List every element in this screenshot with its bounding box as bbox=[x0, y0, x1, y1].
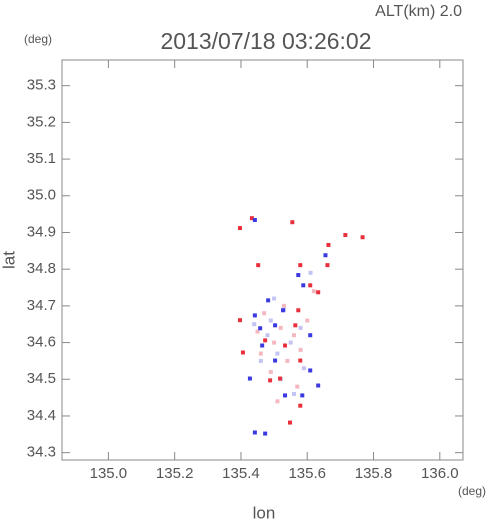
data-point bbox=[252, 430, 257, 435]
y-tick-label: 35.0 bbox=[27, 187, 56, 204]
data-point bbox=[293, 323, 298, 328]
data-point bbox=[288, 340, 293, 345]
data-point bbox=[275, 351, 280, 356]
y-tick-label: 34.8 bbox=[27, 260, 56, 277]
data-point bbox=[343, 233, 348, 238]
data-point bbox=[240, 350, 245, 355]
data-point bbox=[323, 253, 328, 258]
data-point bbox=[255, 329, 260, 334]
data-point bbox=[258, 326, 263, 331]
y-tick-label: 35.3 bbox=[27, 77, 56, 94]
data-point bbox=[247, 376, 252, 381]
data-point bbox=[268, 369, 273, 374]
data-point bbox=[266, 298, 271, 303]
data-point bbox=[298, 325, 303, 330]
data-point bbox=[262, 311, 267, 316]
data-point bbox=[326, 242, 331, 247]
x-axis-label: lon bbox=[253, 503, 276, 521]
data-point bbox=[296, 308, 301, 313]
data-point bbox=[283, 393, 288, 398]
plot-frame bbox=[61, 59, 464, 461]
data-point bbox=[296, 273, 301, 278]
x-unit: (deg) bbox=[458, 484, 486, 498]
y-tick-label: 35.2 bbox=[27, 113, 56, 130]
x-tick-label: 135.6 bbox=[288, 465, 326, 482]
data-point bbox=[316, 383, 321, 388]
data-point bbox=[288, 420, 293, 425]
data-point bbox=[295, 384, 300, 389]
x-tick-label: 135.0 bbox=[90, 465, 128, 482]
x-tick-label: 135.2 bbox=[156, 465, 194, 482]
y-tick-label: 34.5 bbox=[27, 370, 56, 387]
data-point bbox=[291, 333, 296, 338]
data-point bbox=[273, 358, 278, 363]
data-point bbox=[268, 378, 273, 383]
y-tick-label: 34.6 bbox=[27, 334, 56, 351]
data-point bbox=[282, 303, 287, 308]
data-point bbox=[263, 338, 268, 343]
data-point bbox=[298, 358, 303, 363]
y-axis-label: lat bbox=[0, 251, 18, 269]
data-point bbox=[249, 216, 254, 221]
y-tick-label: 34.9 bbox=[27, 223, 56, 240]
data-point bbox=[308, 333, 313, 338]
data-point bbox=[252, 313, 257, 318]
data-point bbox=[311, 289, 316, 294]
data-point bbox=[285, 358, 290, 363]
data-point bbox=[301, 366, 306, 371]
data-point bbox=[268, 318, 273, 323]
y-unit: (deg) bbox=[24, 32, 52, 46]
y-tick-label: 34.7 bbox=[27, 297, 56, 314]
data-point bbox=[263, 431, 268, 436]
data-point bbox=[360, 235, 365, 240]
data-point bbox=[237, 226, 242, 231]
data-point bbox=[273, 323, 278, 328]
data-point bbox=[258, 351, 263, 356]
data-point bbox=[281, 308, 286, 313]
data-point bbox=[290, 220, 295, 225]
data-point bbox=[278, 376, 283, 381]
data-point bbox=[325, 263, 330, 268]
data-point bbox=[272, 296, 277, 301]
data-point bbox=[298, 403, 303, 408]
data-point bbox=[252, 322, 257, 327]
data-point bbox=[308, 368, 313, 373]
data-point bbox=[300, 393, 305, 398]
x-tick-label: 136.0 bbox=[421, 465, 459, 482]
data-point bbox=[298, 263, 303, 268]
data-point bbox=[283, 343, 288, 348]
y-tick-label: 34.3 bbox=[27, 444, 56, 461]
data-point bbox=[258, 358, 263, 363]
data-point bbox=[265, 333, 270, 338]
data-point bbox=[275, 399, 280, 404]
data-point bbox=[237, 318, 242, 323]
data-point bbox=[278, 325, 283, 330]
data-point bbox=[316, 290, 321, 295]
y-tick-label: 34.4 bbox=[27, 407, 56, 424]
chart-subtitle: ALT(km) 2.0 bbox=[375, 3, 462, 20]
data-point bbox=[272, 340, 277, 345]
y-tick-label: 35.1 bbox=[27, 150, 56, 167]
data-point bbox=[291, 391, 296, 396]
data-point bbox=[260, 343, 265, 348]
x-tick-label: 135.8 bbox=[355, 465, 393, 482]
x-tick-label: 135.4 bbox=[222, 465, 260, 482]
data-point bbox=[252, 218, 257, 222]
data-point bbox=[308, 270, 313, 275]
chart-title: 2013/07/18 03:26:02 bbox=[160, 28, 371, 54]
data-point bbox=[301, 283, 306, 288]
data-point bbox=[298, 347, 303, 352]
data-point bbox=[305, 318, 310, 323]
data-point bbox=[308, 283, 313, 288]
data-point bbox=[256, 263, 261, 268]
